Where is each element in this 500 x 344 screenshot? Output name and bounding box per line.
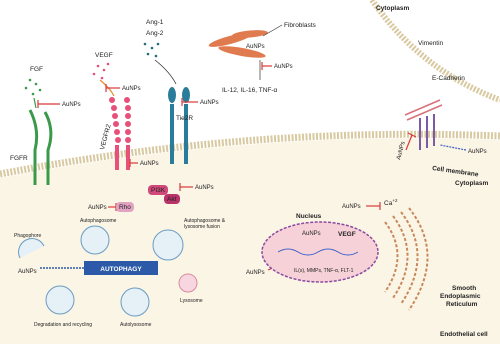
stage-label: Autolysosome	[120, 322, 152, 328]
ligand-label: Ang-1	[146, 19, 164, 26]
inhibitor-label: AuNPs	[62, 102, 81, 108]
vegf-dots	[92, 62, 110, 80]
receptor-label: VEGFR2	[99, 123, 113, 150]
region-label: Cytoplasm	[455, 180, 488, 187]
process-title: AUTOPHAGY	[100, 266, 142, 273]
cytokine-label: IL-12, IL-16, TNF-α	[222, 87, 278, 94]
neighbor-membrane	[369, 0, 500, 103]
ang-dots	[143, 42, 160, 58]
pi3k-shape	[148, 185, 168, 195]
gene-label: VEGF	[338, 231, 356, 238]
protein-label: Akt	[167, 196, 177, 203]
organelle-label: Nucleus	[296, 213, 322, 220]
vegfr2-shape	[109, 97, 131, 170]
stage-label: Phagophore	[14, 233, 41, 239]
er-shape	[384, 207, 429, 311]
ligand-label: VEGF	[95, 52, 113, 59]
inhibitor-label: AuNPs	[396, 141, 407, 161]
region-label: Endothelial cell	[440, 331, 488, 338]
inhibitor-label: AuNPs	[18, 269, 37, 275]
cell-label: Fibroblasts	[284, 22, 317, 29]
inhibitor-label: AuNPs	[140, 161, 159, 167]
stage-label: Lysosome	[180, 298, 203, 304]
vimentin-shape	[404, 99, 443, 121]
akt-shape	[164, 194, 180, 204]
protein-label: Vimentin	[418, 40, 444, 47]
inhibitor-label: AuNPs	[302, 231, 321, 237]
inhibitor-label: AuNPs	[246, 270, 265, 276]
fgfr-shape	[28, 109, 53, 185]
autophagy-shapes	[18, 225, 198, 317]
gene-label: IL(s), MMPs, TNF-α, FLT-1	[294, 268, 354, 274]
protein-label: E-Cadherin	[432, 75, 465, 82]
nucleus-shape	[261, 221, 379, 283]
stage-label: Degradation and recycling	[34, 322, 92, 328]
ligand-label: Ang-2	[146, 30, 164, 37]
tie2r-shape	[168, 87, 190, 164]
protein-label: PI3K	[151, 187, 166, 194]
fibroblasts-shape	[208, 30, 268, 58]
inhibitor-label: AuNPs	[195, 185, 214, 191]
inhibitor-label: AuNPs	[468, 149, 487, 155]
inhibitor-label: AuNPs	[200, 100, 219, 106]
e-cadherin-shape	[419, 114, 435, 150]
receptor-label: FGFR	[10, 155, 28, 162]
autophagy-box	[84, 261, 158, 275]
cell-membrane	[0, 130, 500, 178]
stage-label: Autophagosome	[80, 218, 117, 224]
inhibitor-label: AuNPs	[246, 44, 265, 50]
receptor-label: Tie2R	[176, 115, 193, 122]
ion-label: Ca+2	[384, 198, 398, 207]
organelle-label: Smooth Endoplasmic Reticulum	[440, 285, 481, 308]
protein-label: Rho	[119, 204, 131, 211]
inhibitor-label: AuNPs	[274, 64, 293, 70]
inhibitor-label: AuNPs	[88, 205, 107, 211]
region-label: Cytoplasm	[376, 5, 409, 12]
rho-shape	[116, 202, 134, 212]
fgf-dots	[24, 78, 42, 96]
inhibitor-label: AuNPs	[342, 204, 361, 210]
stage-label: Autophagosome & lysosome fusion	[184, 218, 226, 230]
inhibitor-label: AuNPs	[122, 86, 141, 92]
ligand-label: FGF	[30, 66, 43, 73]
